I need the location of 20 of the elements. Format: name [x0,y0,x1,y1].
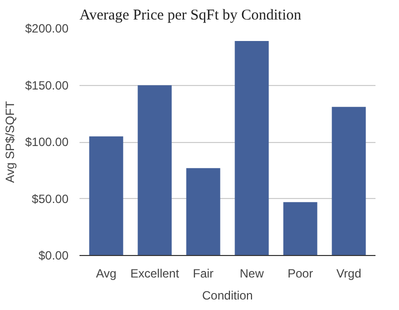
x-tick-label: Avg [96,266,116,280]
x-tick-label: New [240,266,264,280]
x-tick-label: Vrgd [336,266,362,280]
x-tick-label: Fair [192,266,214,280]
x-axis-title: Condition [202,288,253,302]
bar [89,136,124,256]
y-tick-label: $50.00 [32,192,69,206]
bar [283,202,318,256]
y-tick-label: $200.00 [25,22,69,36]
bar [234,40,269,256]
x-tick-label: Excellent [130,266,180,280]
bar [186,168,220,256]
y-tick-label: $0.00 [38,248,69,262]
chart-title: Average Price per SqFt by Condition [80,8,302,24]
bar [332,106,366,256]
x-tick-label: Poor [288,266,313,280]
y-axis-title: Avg SP$/SQFT [3,100,18,183]
y-tick-label: $150.00 [25,78,69,92]
y-tick-label: $100.00 [25,135,69,149]
bar [138,85,172,256]
